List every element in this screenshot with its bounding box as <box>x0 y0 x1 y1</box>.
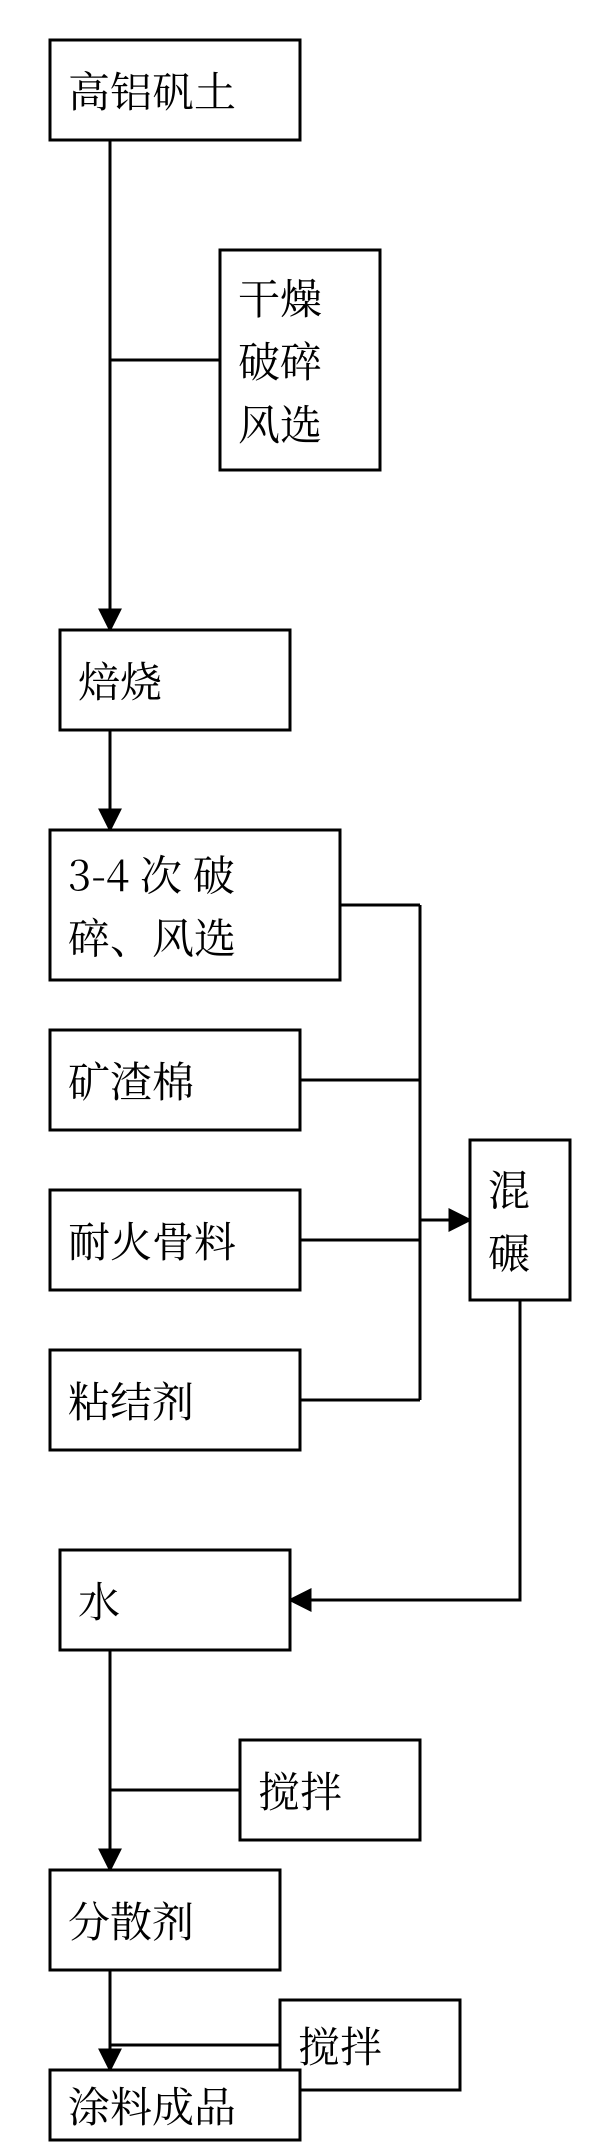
node-label: 碎、风选 <box>68 907 236 967</box>
node-n_crush: 3-4 次 破碎、风选 <box>50 830 340 980</box>
node-n_mix: 混碾 <box>470 1140 570 1300</box>
node-n_stir2: 搅拌 <box>280 2000 460 2090</box>
node-n_dispersant: 分散剂 <box>50 1870 280 1970</box>
nodes-layer: 高铝矾土干燥破碎风选 焙烧 3-4 次 破碎、风选矿渣棉耐火骨料粘结剂 混碾 水搅拌… <box>50 40 570 2140</box>
node-label: 耐火骨料 <box>68 1210 236 1270</box>
node-label: 碾 <box>488 1222 530 1282</box>
node-n_slag: 矿渣棉 <box>50 1030 300 1130</box>
node-label: 风选 <box>238 393 322 453</box>
node-label: 搅拌 <box>258 1760 342 1820</box>
node-label: 干燥 <box>238 267 322 327</box>
node-label: 焙烧 <box>78 650 162 710</box>
node-n_dry: 干燥破碎风选 <box>220 250 380 470</box>
node-n_water: 水 <box>60 1550 290 1650</box>
node-label: 粘结剂 <box>68 1370 194 1430</box>
node-label: 分散剂 <box>68 1890 194 1950</box>
node-n_refractory: 耐火骨料 <box>50 1190 300 1290</box>
flowchart-canvas: 高铝矾土干燥破碎风选 焙烧 3-4 次 破碎、风选矿渣棉耐火骨料粘结剂 混碾 水搅拌… <box>0 0 616 2149</box>
edge-e_mix_water <box>290 1300 520 1600</box>
node-label: 3-4 次 破 <box>68 844 235 904</box>
node-label: 混 <box>488 1159 530 1219</box>
node-n_binder: 粘结剂 <box>50 1350 300 1450</box>
node-n_roast: 焙烧 <box>60 630 290 730</box>
node-label: 搅拌 <box>298 2015 382 2075</box>
node-label: 矿渣棉 <box>68 1050 194 1110</box>
node-n_bauxite: 高铝矾土 <box>50 40 300 140</box>
node-label: 水 <box>78 1570 120 1630</box>
node-n_product: 涂料成品 <box>50 2070 300 2140</box>
node-label: 高铝矾土 <box>68 60 236 120</box>
node-label: 涂料成品 <box>68 2075 236 2135</box>
node-label: 破碎 <box>238 330 322 390</box>
node-n_stir1: 搅拌 <box>240 1740 420 1840</box>
